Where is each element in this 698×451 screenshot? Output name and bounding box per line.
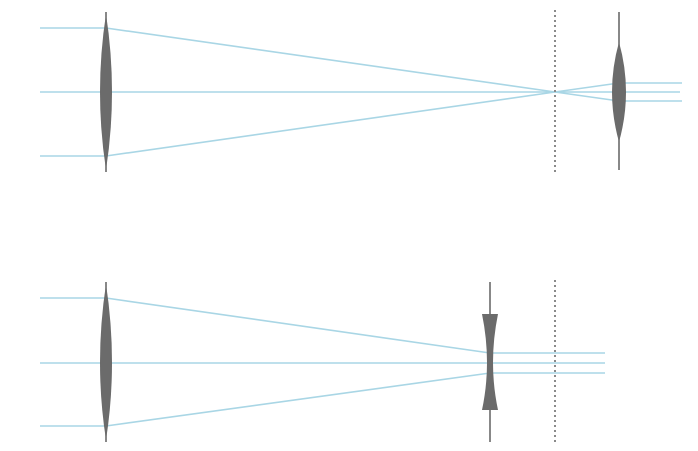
- ray-top-converging: [105, 27, 556, 93]
- converging-eyepiece-lens: [612, 12, 626, 170]
- keplerian-panel: [40, 10, 682, 172]
- converging-objective-lens: [100, 12, 112, 172]
- converging-objective-lens: [100, 282, 112, 442]
- ray-bottom-converging: [105, 372, 491, 427]
- ray-top-converging: [105, 297, 491, 354]
- galilean-panel: [40, 280, 605, 442]
- diverging-eyepiece-lens: [482, 282, 498, 442]
- ray-top-diverging: [554, 91, 620, 102]
- ray-bottom-converging: [105, 91, 556, 157]
- ray-bottom-diverging: [554, 82, 620, 93]
